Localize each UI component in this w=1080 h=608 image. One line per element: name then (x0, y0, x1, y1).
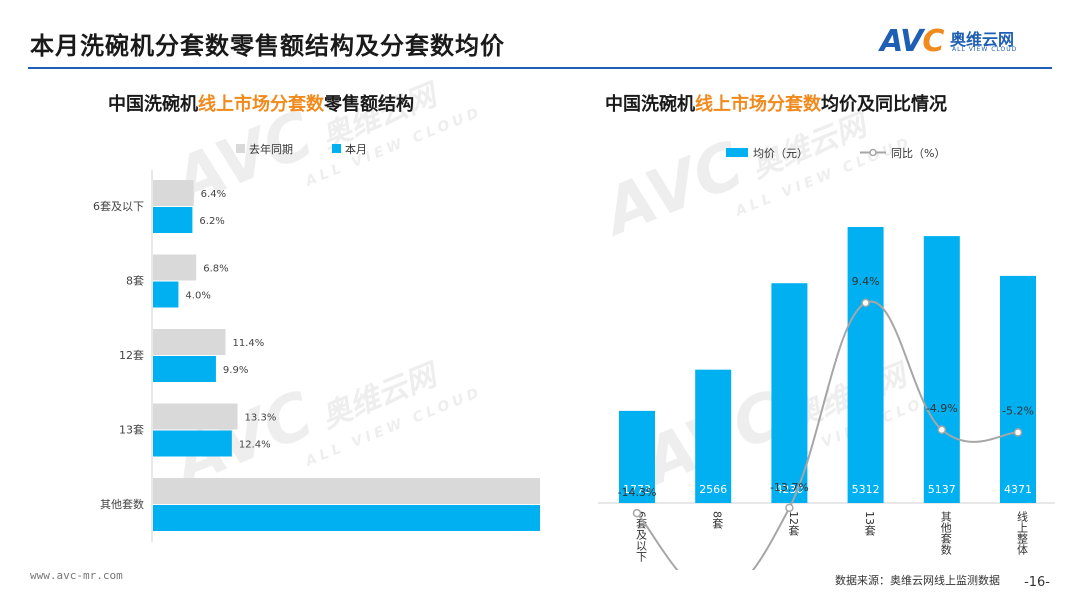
bar-current (153, 430, 232, 457)
yoy-label: -13.7% (770, 481, 809, 494)
data-source: 数据来源：奥维云网线上监测数据 (835, 574, 1000, 587)
category-label: 6套及以下 (93, 200, 144, 213)
data-label-prev: 11.4% (232, 338, 264, 349)
category-label: 线上整体 (1016, 510, 1029, 555)
bar-avg-price (847, 227, 884, 503)
avg-price-combo-chart: 均价（元） 同比（%）17736套及以下25668套423012套531213套5… (598, 147, 1055, 570)
page-title: 本月洗碗机分套数零售额结构及分套数均价 (30, 32, 505, 60)
bar-value-label: 1773 (623, 483, 651, 496)
bar-avg-price (771, 283, 808, 503)
legend-swatch-cur (332, 144, 341, 153)
category-label: 12套 (787, 511, 800, 536)
right-chart-title: 中国洗碗机线上市场分套数均价及同比情况 (605, 94, 947, 115)
legend-swatch-prev (236, 144, 245, 153)
data-label-prev: 13.3% (245, 413, 277, 424)
category-label: 12套 (119, 349, 144, 362)
category-label: 13套 (119, 424, 144, 437)
bar-avg-price (1000, 275, 1036, 503)
data-label-cur: 9.9% (223, 365, 248, 376)
left-chart-title: 中国洗碗机线上市场分套数零售额结构 (108, 94, 414, 115)
legend-swatch-bar (726, 148, 748, 157)
bar-prev-year (153, 478, 540, 504)
data-label-prev: 6.8% (203, 264, 228, 275)
yoy-label: -5.2% (1002, 404, 1034, 417)
legend-label-cur: 本月 (345, 142, 367, 156)
logo-mark: AVC (880, 24, 944, 59)
bar-current (153, 505, 540, 531)
legend-label-line: 同比（%） (891, 147, 945, 160)
bar-avg-price (923, 236, 960, 503)
yoy-label: 9.4% (852, 275, 880, 288)
avc-logo: AVC 奥维云网 ALL VIEW CLOUD (880, 24, 1050, 59)
bar-current (153, 356, 216, 382)
data-label-cur: 4.0% (185, 291, 210, 302)
bar-prev-year (153, 329, 226, 355)
legend-swatch-marker (869, 148, 877, 157)
bar-value-label: 4371 (1004, 483, 1032, 496)
page-number: -16- (1024, 575, 1050, 590)
yoy-marker (937, 425, 947, 435)
bar-current (153, 207, 193, 233)
category-label: 13套 (863, 511, 876, 536)
bar-value-label: 2566 (699, 483, 727, 496)
category-label: 8套 (711, 511, 724, 529)
legend-label-prev: 去年同期 (249, 142, 293, 156)
yoy-marker (1013, 428, 1023, 437)
bar-value-label: 5312 (852, 483, 880, 496)
legend-label-bar: 均价（元） (753, 147, 808, 160)
yoy-line (636, 300, 1019, 570)
header-divider (28, 67, 1052, 69)
yoy-label: -14.3% (618, 486, 657, 499)
category-label: 其他套数 (100, 498, 144, 511)
yoy-label: -4.9% (926, 402, 958, 415)
footer-url: www.avc-mr.com (30, 569, 123, 582)
data-label-cur: 12.4% (239, 440, 271, 451)
data-label-prev: 6.4% (201, 189, 226, 200)
bar-prev-year (153, 254, 197, 281)
bar-avg-price (695, 369, 732, 503)
bar-prev-year (153, 403, 238, 430)
bar-current (153, 281, 179, 308)
bar-value-label: 5137 (928, 483, 956, 496)
category-label: 其他套数 (939, 511, 952, 556)
yoy-marker (632, 508, 642, 518)
category-label: 8套 (126, 275, 144, 288)
yoy-marker (785, 503, 794, 513)
structure-bar-chart: 去年同期 本月 6.4% 6.2% 6套及以下 6.8% 4.0% 8套 11.4% 9.9% 12… (93, 142, 540, 542)
logo-en: ALL VIEW CLOUD (952, 46, 1018, 53)
bar-avg-price (619, 410, 655, 503)
data-label-cur: 6.2% (199, 216, 224, 227)
yoy-marker (861, 298, 870, 308)
logo-cn: 奥维云网 (950, 30, 1015, 49)
bar-prev-year (153, 180, 194, 206)
